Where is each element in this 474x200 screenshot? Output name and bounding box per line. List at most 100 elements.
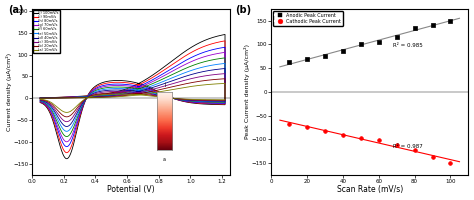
(g) 70mV/s (37, 100, 43, 103)
(f) 60mV/s (88, 92, 94, 94)
Point (303, 126, 310, 129)
Y-axis label: Peak Current density (μA/cm²): Peak Current density (μA/cm²) (244, 44, 250, 139)
(e) 50mV/s (60, 96, 66, 99)
(f) 60mV/s (126, 86, 132, 89)
(a) 10mV/s (222, 82, 228, 85)
(h) 80mV/s (171, 97, 177, 100)
(d) 40mV/s (126, 89, 132, 92)
(h) 80mV/s (126, 84, 132, 86)
Text: R² = 0.985: R² = 0.985 (393, 43, 423, 48)
(i) 90mV/s (192, 102, 198, 104)
(e) 50mV/s (222, 62, 228, 65)
(h) 80mV/s (182, 100, 188, 102)
(e) 50mV/s (171, 97, 177, 100)
(e) 50mV/s (88, 93, 94, 95)
(i) 90mV/s (88, 90, 94, 92)
(f) 60mV/s (222, 57, 228, 59)
Line: (e) 50mV/s: (e) 50mV/s (40, 63, 225, 131)
Point (429, 155, 437, 158)
(b) 20mV/s (222, 78, 228, 80)
(a) 10mV/s (182, 98, 188, 100)
(b) 20mV/s (37, 98, 43, 101)
(h) 80mV/s (64, 145, 69, 148)
(g) 70mV/s (64, 141, 69, 143)
(c) 30mV/s (88, 94, 94, 96)
Point (447, 161, 454, 165)
(b) 20mV/s (88, 95, 94, 97)
(i) 90mV/s (37, 101, 43, 103)
(j) 100mV/s (64, 158, 69, 160)
Point (375, 139, 383, 142)
(i) 90mV/s (182, 100, 188, 103)
(h) 80mV/s (37, 97, 43, 99)
Line: (j) 100mV/s: (j) 100mV/s (40, 34, 225, 159)
Point (339, 133, 346, 136)
(g) 70mV/s (222, 51, 228, 54)
(i) 90mV/s (222, 40, 228, 42)
Line: (g) 70mV/s: (g) 70mV/s (40, 52, 225, 142)
Point (393, 143, 401, 147)
(a) 10mV/s (60, 97, 66, 99)
(i) 90mV/s (64, 151, 69, 154)
Point (321, 54, 328, 57)
(d) 40mV/s (171, 97, 177, 100)
(d) 40mV/s (182, 99, 188, 101)
(a) 10mV/s (37, 97, 43, 99)
(c) 30mV/s (192, 99, 198, 101)
(j) 100mV/s (171, 97, 177, 100)
(e) 50mV/s (64, 130, 69, 133)
(g) 70mV/s (171, 97, 177, 100)
Point (411, 26, 419, 29)
(f) 60mV/s (37, 97, 43, 99)
(a) 10mV/s (64, 111, 69, 114)
(c) 30mV/s (37, 97, 43, 99)
(g) 70mV/s (60, 96, 66, 99)
(a) 10mV/s (192, 98, 198, 101)
Y-axis label: Current density (μA/cm²): Current density (μA/cm²) (6, 53, 11, 131)
(c) 30mV/s (182, 98, 188, 101)
Legend: Anodic Peak Current, Cathodic Peak Current: Anodic Peak Current, Cathodic Peak Curre… (273, 11, 343, 26)
(f) 60mV/s (192, 100, 198, 103)
Legend: (j) 100mV/s, (i) 90mV/s, (h) 80mV/s, (g) 70mV/s, (f) 60mV/s, (e) 50mV/s, (d) 40m: (j) 100mV/s, (i) 90mV/s, (h) 80mV/s, (g)… (33, 10, 60, 53)
(h) 80mV/s (192, 101, 198, 104)
Point (393, 36, 401, 39)
(f) 60mV/s (37, 100, 43, 102)
Point (357, 136, 365, 139)
(c) 30mV/s (60, 97, 66, 99)
(g) 70mV/s (37, 97, 43, 99)
X-axis label: Scan Rate (mV/s): Scan Rate (mV/s) (337, 185, 403, 194)
(d) 40mV/s (37, 97, 43, 99)
Point (303, 58, 310, 61)
(h) 80mV/s (60, 96, 66, 99)
(j) 100mV/s (88, 89, 94, 92)
(d) 40mV/s (64, 125, 69, 128)
(a) 10mV/s (171, 97, 177, 100)
(g) 70mV/s (182, 100, 188, 102)
(b) 20mV/s (64, 116, 69, 118)
Line: (d) 40mV/s: (d) 40mV/s (40, 69, 225, 127)
(a) 10mV/s (37, 98, 43, 101)
(i) 90mV/s (171, 97, 177, 100)
(c) 30mV/s (126, 91, 132, 93)
Line: (a) 10mV/s: (a) 10mV/s (40, 83, 225, 112)
(h) 80mV/s (88, 91, 94, 93)
X-axis label: Potential (V): Potential (V) (107, 185, 155, 194)
(h) 80mV/s (37, 101, 43, 103)
(g) 70mV/s (192, 101, 198, 103)
(c) 30mV/s (222, 72, 228, 75)
(j) 100mV/s (37, 97, 43, 99)
Line: (h) 80mV/s: (h) 80mV/s (40, 47, 225, 147)
(f) 60mV/s (60, 96, 66, 99)
Point (375, 40, 383, 43)
(j) 100mV/s (182, 101, 188, 103)
(e) 50mV/s (126, 88, 132, 90)
Text: (a): (a) (9, 5, 24, 15)
(h) 80mV/s (222, 46, 228, 48)
(g) 70mV/s (88, 91, 94, 94)
(i) 90mV/s (37, 97, 43, 99)
(d) 40mV/s (88, 93, 94, 96)
(e) 50mV/s (37, 99, 43, 102)
(b) 20mV/s (182, 98, 188, 101)
(f) 60mV/s (64, 135, 69, 138)
Point (339, 50, 346, 53)
